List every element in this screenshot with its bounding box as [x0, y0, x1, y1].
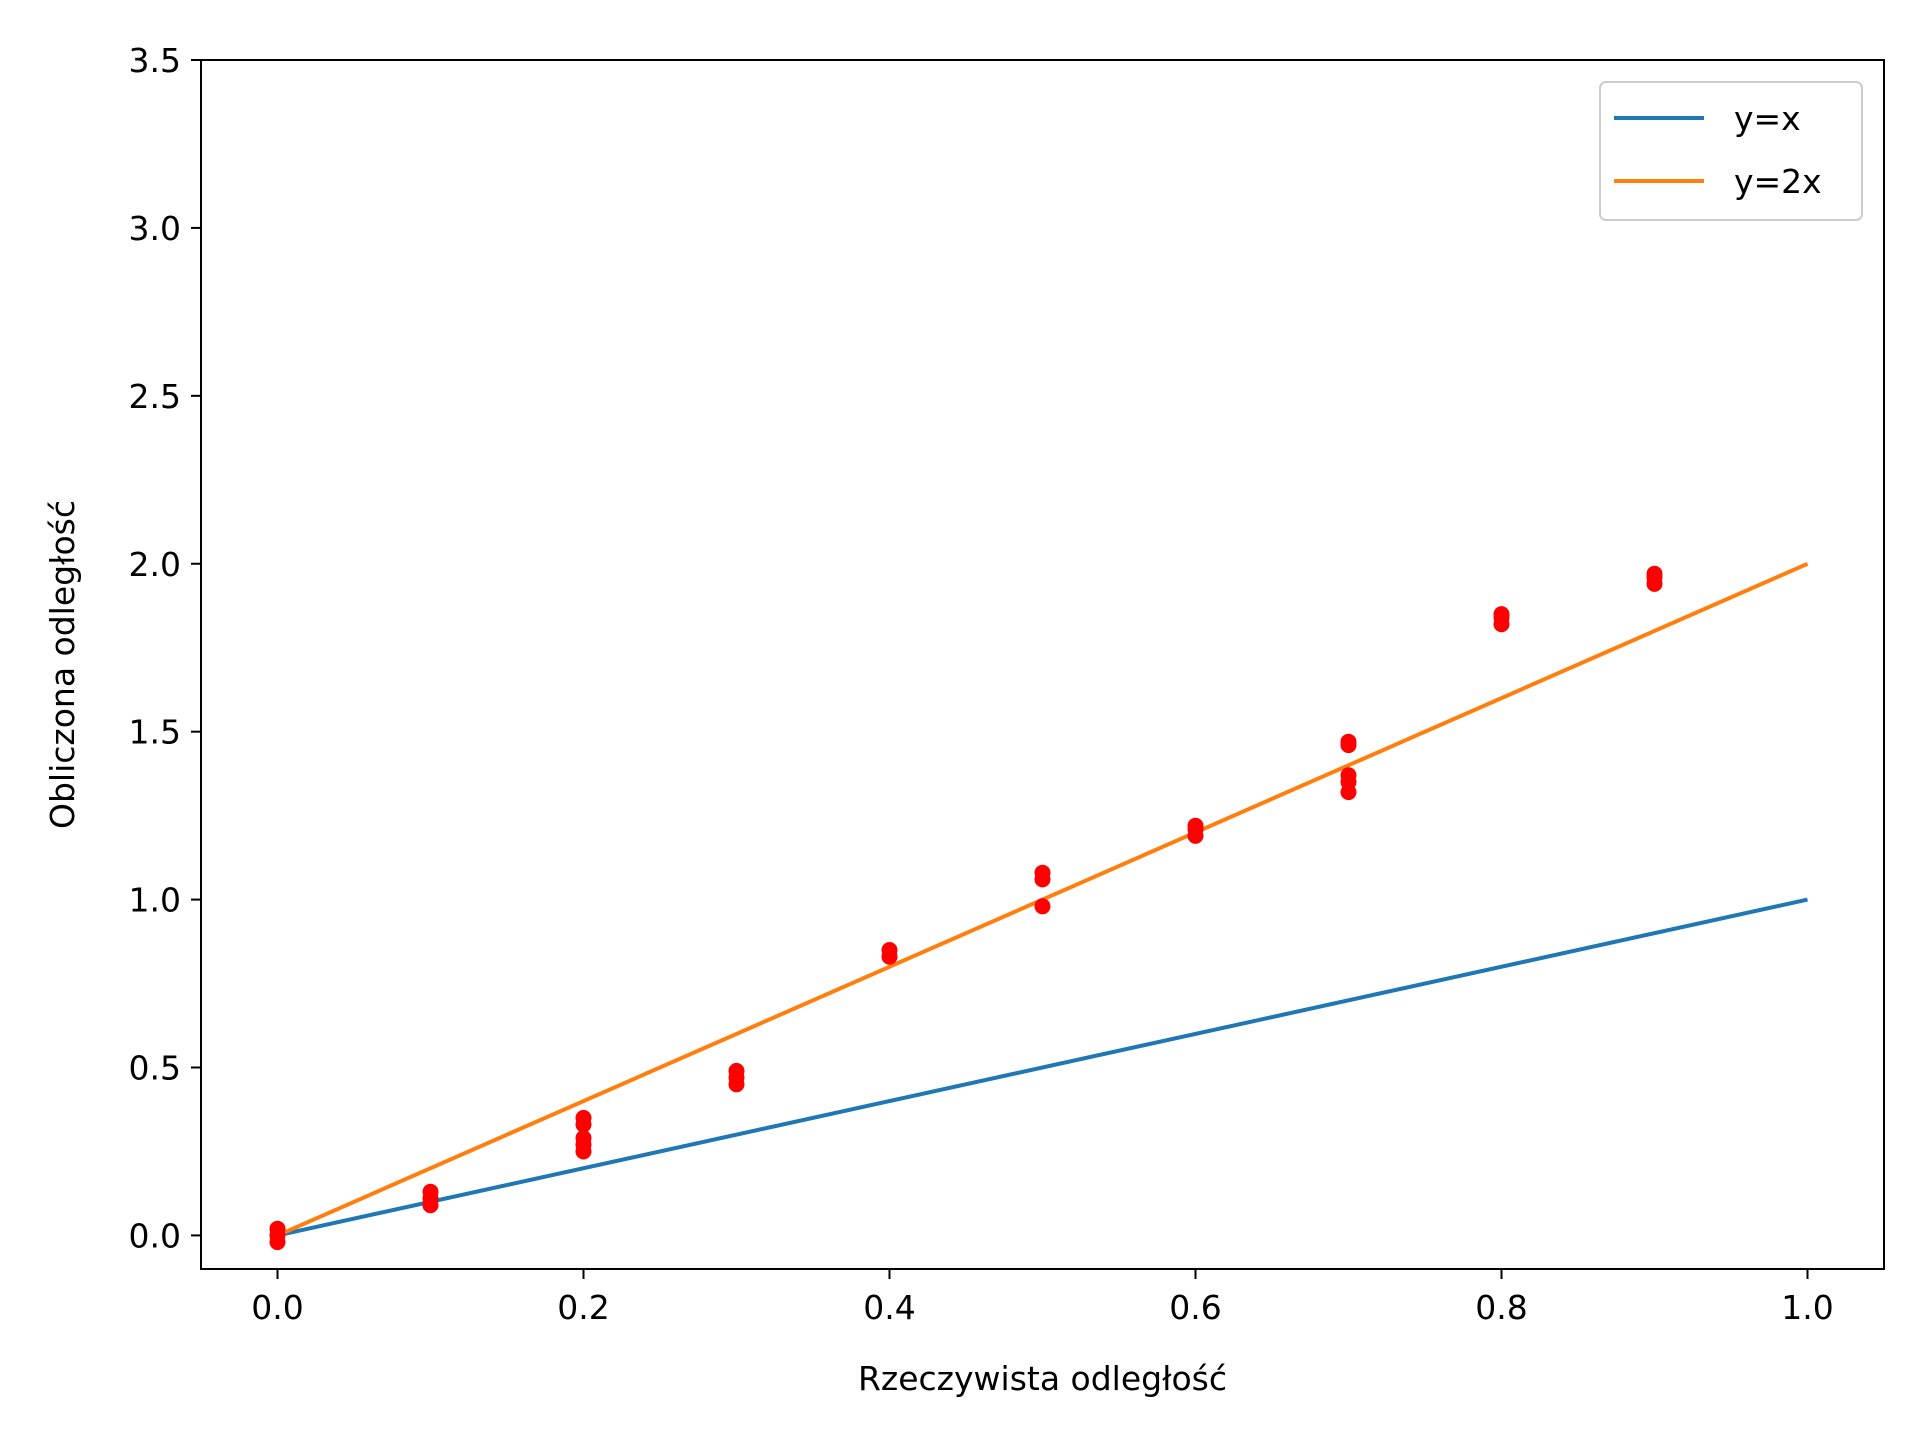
y-tick-label: 0.5 [129, 1049, 181, 1088]
x-axis: 0.0 0.2 0.4 0.6 0.8 1.0 [251, 1269, 1834, 1327]
legend-label-0: y=x [1734, 99, 1801, 138]
scatter-point [1340, 767, 1357, 784]
x-axis-label: Rzeczywista odległość [858, 1359, 1227, 1398]
x-tick-label: 1.0 [1781, 1288, 1833, 1327]
scatter-point [1340, 733, 1357, 750]
legend-label-1: y=2x [1734, 162, 1822, 201]
scatter-point [1646, 565, 1663, 582]
scatter-point [728, 1062, 745, 1079]
y-tick-label: 1.5 [129, 713, 181, 752]
y-tick-label: 0.0 [129, 1216, 181, 1255]
plot-points [269, 565, 1663, 1251]
legend: y=x y=2x [1599, 81, 1863, 221]
scatter-point [575, 1109, 592, 1126]
x-tick-label: 0.2 [557, 1288, 609, 1327]
y-tick-label: 1.0 [129, 881, 181, 920]
y-tick-label: 2.5 [129, 377, 181, 416]
scatter-point [1034, 898, 1051, 915]
scatter-point [422, 1183, 439, 1200]
series-line-0 [277, 897, 1808, 1238]
scatter-point [269, 1220, 286, 1237]
y-axis-label: Obliczona odległość [43, 500, 82, 829]
x-tick-label: 0.8 [1475, 1288, 1527, 1327]
plot-frame [200, 59, 1885, 1270]
y-tick-label: 3.5 [129, 41, 181, 80]
scatter-point [1034, 864, 1051, 881]
scatter-point [1187, 817, 1204, 834]
x-tick-label: 0.6 [1169, 1288, 1221, 1327]
scatter-point [881, 942, 898, 958]
scatter-point [1493, 606, 1510, 623]
x-tick-label: 0.0 [251, 1288, 303, 1327]
y-tick-label: 3.0 [129, 209, 181, 248]
x-tick-label: 0.4 [863, 1288, 915, 1327]
y-tick-label: 2.0 [129, 545, 181, 584]
y-axis: 0.0 0.5 1.0 1.5 2.0 2.5 3.0 3.5 [129, 41, 201, 1255]
scatter-point [575, 1130, 592, 1146]
legend-box [1599, 81, 1863, 221]
